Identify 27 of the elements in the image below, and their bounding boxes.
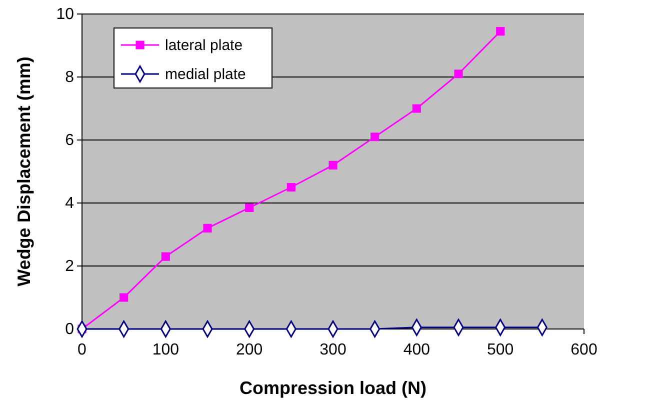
point	[120, 293, 128, 302]
legend-label: medial plate	[165, 66, 246, 83]
y-tick-label: 6	[65, 132, 74, 150]
x-axis-title: Compression load (N)	[239, 378, 427, 398]
y-tick-label: 0	[65, 321, 74, 338]
x-tick-label: 0	[78, 342, 87, 359]
point	[454, 70, 463, 78]
x-tick-label: 500	[486, 342, 514, 359]
y-tick-label: 8	[65, 69, 74, 86]
x-tick-label: 200	[236, 342, 263, 359]
point	[245, 203, 254, 212]
point	[161, 252, 170, 261]
y-tick-label: 10	[56, 6, 74, 24]
point	[412, 104, 421, 113]
point	[286, 182, 296, 192]
point	[370, 132, 380, 142]
legend-label: lateral plate	[165, 37, 243, 54]
y-axis-title: Wedge Displacement (mm)	[14, 56, 34, 286]
point	[203, 224, 212, 232]
point	[496, 27, 505, 36]
y-tick-label: 4	[65, 195, 74, 212]
x-tick-label: 600	[570, 342, 598, 359]
x-tick-label: 100	[152, 342, 180, 359]
point	[328, 160, 338, 170]
y-tick-label: 2	[65, 258, 74, 276]
x-tick-label: 300	[320, 342, 346, 359]
x-tick-label: 400	[403, 342, 430, 359]
